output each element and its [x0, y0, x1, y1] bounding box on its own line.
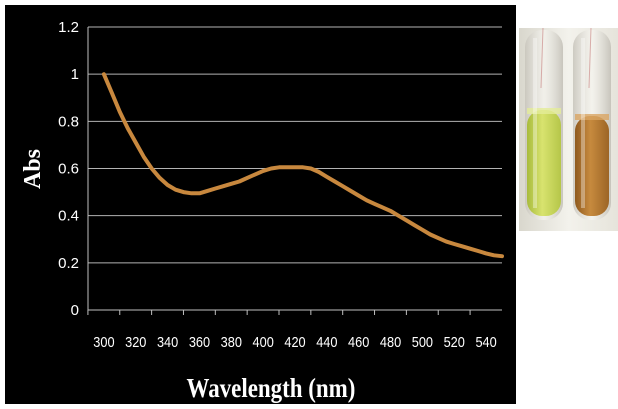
x-tick-label: 480: [380, 333, 401, 350]
x-axis-label: Wavelength (nm): [187, 374, 356, 403]
absorbance-chart: 0 0.2 0.4 0.6 0.8 1 1.2 300 320 340 360 380 400 420 4…: [20, 19, 504, 403]
x-tick-labels: 300 320 340 360 380 400 420 440 460 480 500 520 540: [93, 333, 497, 350]
y-tick-label: 0.2: [58, 255, 79, 272]
series-lines: [101, 72, 504, 259]
x-tick-label: 460: [348, 333, 369, 350]
y-tick-label: 1.2: [58, 19, 79, 36]
test-tubes-photo: [519, 27, 618, 231]
x-tick-label: 400: [253, 333, 274, 350]
x-tick-label: 500: [412, 333, 433, 350]
x-tick-label: 300: [93, 333, 114, 350]
series-line: [101, 72, 504, 259]
x-tick-label: 380: [221, 333, 242, 350]
y-tick-label: 1: [71, 66, 79, 83]
chart-panel: 0 0.2 0.4 0.6 0.8 1 1.2 300 320 340 360 380 400 420 4…: [5, 5, 516, 404]
y-tick-label: 0: [71, 302, 79, 319]
x-tick-label: 440: [316, 333, 337, 350]
test-tubes-icon: [519, 27, 618, 231]
y-tick-labels: 0 0.2 0.4 0.6 0.8 1 1.2: [58, 19, 79, 319]
y-tick-label: 0.8: [58, 113, 79, 130]
gridlines: [88, 26, 502, 264]
x-tick-label: 360: [189, 333, 210, 350]
x-tick-label: 520: [444, 333, 465, 350]
y-tick-label: 0.6: [58, 161, 79, 178]
y-tick-label: 0.4: [58, 208, 79, 225]
x-tick-label: 540: [475, 333, 496, 350]
x-tick-label: 340: [157, 333, 178, 350]
y-axis-label: Abs: [20, 149, 46, 189]
x-tick-label: 420: [284, 333, 305, 350]
axes: [87, 27, 502, 315]
x-tick-label: 320: [125, 333, 146, 350]
